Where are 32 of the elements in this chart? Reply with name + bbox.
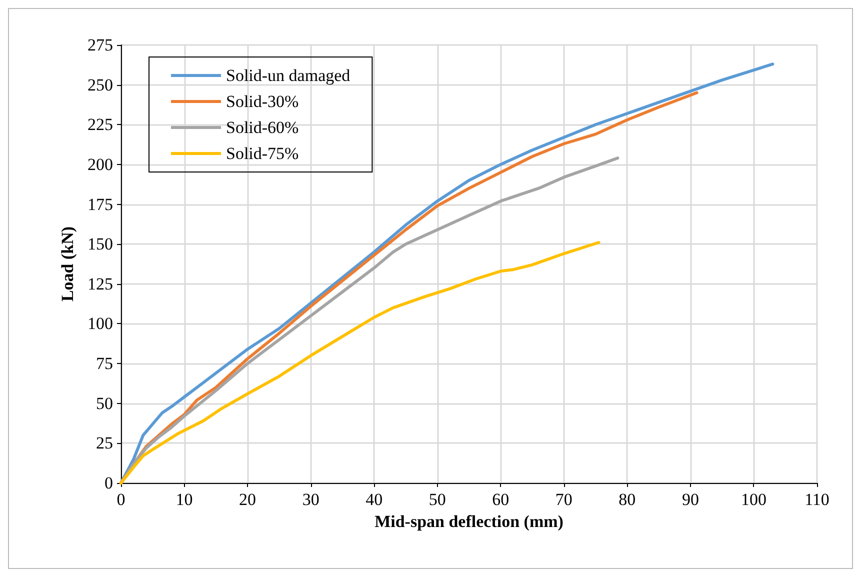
y-tick-label: 275 (88, 36, 113, 54)
y-tick-label: 150 (88, 234, 113, 254)
legend-label: Solid-un damaged (226, 66, 351, 85)
x-axis-title: Mid-span deflection (mm) (374, 512, 564, 531)
legend-label: Solid-30% (226, 92, 299, 111)
y-tick-label: 25 (96, 434, 113, 453)
x-tick-label: 50 (428, 490, 446, 509)
y-axis-title: Load (kN) (58, 226, 77, 302)
y-tick-label: 250 (88, 75, 113, 94)
y-tick-label: 125 (88, 274, 113, 294)
x-tick-label: 40 (366, 490, 383, 509)
x-tick-label: 70 (555, 490, 572, 509)
y-tick-label: 175 (88, 194, 113, 214)
x-tick-label: 30 (302, 490, 320, 509)
y-tick-label: 200 (88, 154, 113, 174)
x-tick-label: 90 (682, 490, 699, 509)
x-tick-label: 0 (116, 490, 126, 509)
x-tick-label: 110 (804, 490, 830, 509)
line-series (120, 62, 774, 484)
y-tick-label: 75 (96, 354, 113, 374)
y-tick-label: 225 (88, 115, 113, 134)
x-tick-label: 10 (176, 490, 193, 509)
x-tick-label: 20 (239, 490, 256, 509)
y-tick-label: 50 (96, 394, 113, 413)
x-tick-label: 80 (618, 490, 636, 509)
legend-label: Solid-60% (226, 118, 299, 137)
y-tick-label: 0 (104, 474, 113, 492)
x-tick-label: 60 (492, 490, 510, 509)
legend-label: Solid-75% (226, 144, 299, 163)
x-tick-label: 100 (740, 490, 766, 509)
y-tick-label: 100 (88, 314, 113, 334)
line-series (120, 241, 600, 484)
